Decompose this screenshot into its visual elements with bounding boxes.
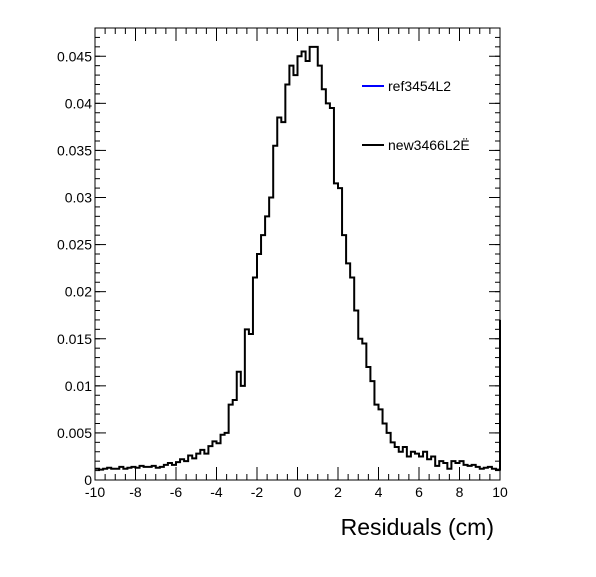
- x-tick-label: 4: [375, 484, 383, 500]
- x-tick-label: 8: [456, 484, 464, 500]
- x-tick-label: -8: [129, 484, 142, 500]
- series-layer: [95, 45, 501, 471]
- series-line-1: [95, 45, 501, 471]
- plot-frame: [94, 27, 501, 481]
- x-tick-label: 0: [294, 484, 302, 500]
- x-tick-label: 2: [334, 484, 342, 500]
- y-tick-label: 0.04: [65, 95, 92, 111]
- x-tick-label: 6: [415, 484, 423, 500]
- x-axis-label: Residuals (cm): [341, 514, 494, 540]
- y-tick-label: 0.045: [57, 48, 92, 64]
- x-tick-label: -10: [85, 484, 105, 500]
- y-tick-label: 0.01: [65, 378, 92, 394]
- y-axis: 0 0.005 0.01 0.015 0.02 0.025 0.03 0.035 0.04 0.0…: [57, 27, 500, 488]
- legend: ref3454L2 new3466L2Ë: [362, 78, 470, 153]
- y-tick-label: 0.02: [65, 284, 92, 300]
- x-tick-label: -6: [170, 484, 183, 500]
- y-tick-label: 0.025: [57, 237, 92, 253]
- x-axis: -10 -8 -6 -4 -2 0 2 4 6 8 10: [85, 28, 508, 500]
- y-tick-label: 0.035: [57, 142, 92, 158]
- x-tick-label: -2: [251, 484, 264, 500]
- y-tick-label: 0: [84, 472, 92, 488]
- legend-label-ref: ref3454L2: [388, 78, 451, 94]
- legend-label-new: new3466L2Ë: [388, 137, 470, 153]
- y-tick-label: 0.015: [57, 331, 92, 347]
- y-tick-label: 0.03: [65, 190, 92, 206]
- x-tick-label: -4: [210, 484, 223, 500]
- y-tick-label: 0.005: [57, 425, 92, 441]
- x-tick-label: 10: [492, 484, 508, 500]
